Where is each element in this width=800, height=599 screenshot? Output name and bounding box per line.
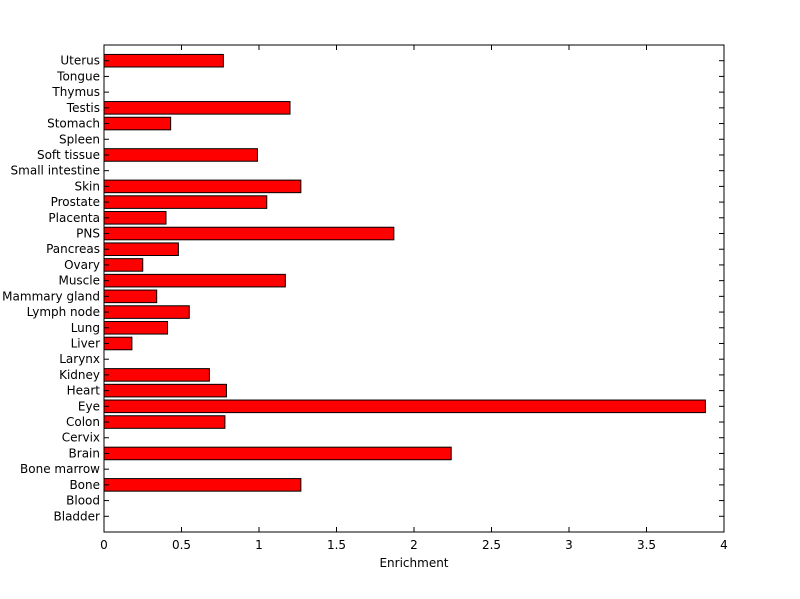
- x-tick-label: 3: [565, 538, 573, 552]
- x-tick-label: 4: [720, 538, 728, 552]
- y-tick-label: Heart: [67, 384, 101, 398]
- bar-mammary-gland: [103, 289, 158, 304]
- x-tick-label: 2.5: [482, 538, 501, 552]
- bar-bone: [103, 478, 302, 492]
- bar-colon: [103, 415, 226, 429]
- y-tick-label: Stomach: [47, 117, 100, 131]
- y-tick-label: Uterus: [60, 54, 100, 68]
- x-tick-label: 2: [410, 538, 418, 552]
- y-tick-label: Skin: [74, 179, 100, 193]
- x-tick-label: 1.5: [327, 538, 346, 552]
- bar-kidney: [103, 368, 210, 382]
- bar-muscle: [103, 273, 286, 288]
- x-tick-label: 0: [100, 538, 108, 552]
- y-tick-label: Blood: [66, 494, 100, 508]
- y-tick-label: Bladder: [54, 509, 101, 523]
- bar-heart: [103, 383, 227, 398]
- y-tick-label: Bone: [69, 478, 100, 492]
- y-tick-label: Lymph node: [27, 305, 100, 319]
- bar-ovary: [103, 258, 144, 272]
- bar-testis: [103, 101, 291, 115]
- plot-frame: [103, 44, 725, 533]
- y-tick-label: Ovary: [64, 258, 100, 272]
- y-tick-label: Soft tissue: [37, 148, 100, 162]
- y-tick-label: Lung: [71, 321, 100, 335]
- bar-brain: [103, 446, 452, 461]
- y-tick-label: Colon: [66, 415, 100, 429]
- bar-placenta: [103, 211, 167, 225]
- bar-prostate: [103, 195, 268, 209]
- y-tick-label: Mammary gland: [2, 289, 100, 303]
- x-axis-label: Enrichment: [379, 556, 448, 570]
- bar-soft-tissue: [103, 148, 258, 162]
- y-tick-label: Thymus: [51, 85, 100, 99]
- bar-pns: [103, 226, 395, 241]
- y-tick-label: Small intestine: [11, 164, 100, 178]
- bar-lymph-node: [103, 305, 190, 319]
- x-tick-label: 3.5: [637, 538, 656, 552]
- y-tick-label: Bone marrow: [20, 462, 100, 476]
- y-tick-label: Kidney: [59, 368, 100, 382]
- y-tick-label: Spleen: [59, 132, 100, 146]
- y-tick-label: Cervix: [62, 431, 100, 445]
- y-tick-label: Tongue: [56, 69, 100, 83]
- y-tick-label: Liver: [71, 336, 101, 350]
- y-tick-label: Placenta: [48, 211, 100, 225]
- bar-lung: [103, 320, 169, 335]
- y-tick-label: Pancreas: [46, 242, 100, 256]
- y-tick-label: Testis: [66, 101, 100, 115]
- y-tick-label: Larynx: [59, 352, 100, 366]
- bar-uterus: [103, 53, 224, 68]
- bar-skin: [103, 179, 302, 194]
- y-tick-label: Muscle: [58, 274, 100, 288]
- x-tick-label: 0.5: [172, 538, 191, 552]
- y-tick-label: Prostate: [51, 195, 100, 209]
- y-tick-label: PNS: [76, 227, 100, 241]
- y-tick-label: Brain: [69, 446, 100, 460]
- bar-pancreas: [103, 242, 179, 257]
- bar-eye: [103, 399, 706, 414]
- y-tick-label: Eye: [78, 399, 100, 413]
- x-tick-label: 1: [255, 538, 263, 552]
- bar-stomach: [103, 116, 172, 131]
